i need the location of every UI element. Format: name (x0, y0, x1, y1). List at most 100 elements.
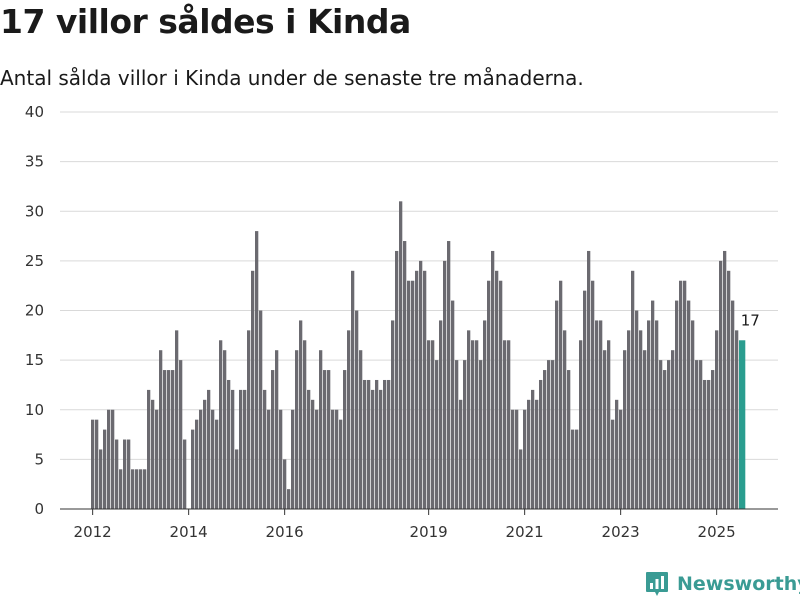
bar (239, 389, 243, 509)
bar (263, 389, 267, 509)
bar (291, 409, 295, 509)
bar (111, 409, 115, 509)
bar (495, 270, 499, 509)
x-tick-label: 2025 (698, 523, 736, 541)
bar (611, 419, 615, 509)
bar (463, 360, 467, 509)
bar (671, 350, 675, 509)
y-tick-label: 20 (25, 302, 44, 320)
bar (343, 370, 347, 509)
bar (355, 310, 359, 509)
x-tick-label: 2014 (170, 523, 208, 541)
x-tick-label: 2016 (266, 523, 304, 541)
bar (587, 250, 591, 509)
bar (115, 439, 119, 509)
bar (715, 330, 719, 509)
bar (731, 300, 735, 509)
bar (619, 409, 623, 509)
bar (691, 320, 695, 509)
bar (267, 409, 271, 509)
bar (455, 360, 459, 509)
brand-name: Newsworthy (677, 573, 800, 595)
bar (503, 340, 507, 509)
bar (443, 260, 447, 509)
bar (439, 320, 443, 509)
bar (735, 330, 739, 509)
bar (231, 389, 235, 509)
bar (371, 389, 375, 509)
chart-subtitle: Antal sålda villor i Kinda under de sena… (0, 66, 584, 90)
bar (459, 399, 463, 509)
bar (723, 250, 727, 509)
bar (375, 379, 379, 509)
bar (567, 370, 571, 509)
bar (307, 389, 311, 509)
bar (335, 409, 339, 509)
bar (179, 360, 183, 509)
bar (107, 409, 111, 509)
bar (219, 340, 223, 509)
y-tick-label: 40 (25, 103, 44, 121)
bar (487, 280, 491, 509)
bar (99, 449, 103, 509)
bar (319, 350, 323, 509)
bar (367, 379, 371, 509)
bar (471, 340, 475, 509)
bar (315, 409, 319, 509)
bar (347, 330, 351, 509)
bar (195, 419, 199, 509)
bar (627, 330, 631, 509)
x-tick-label: 2019 (410, 523, 448, 541)
bar (95, 419, 99, 509)
y-tick-label: 10 (25, 401, 44, 419)
bar (199, 409, 203, 509)
bar (403, 241, 407, 509)
bar (223, 350, 227, 509)
bar (235, 449, 239, 509)
newsworthy-logo[interactable]: Newsworthy (645, 569, 800, 599)
bar (399, 201, 403, 509)
bar (255, 231, 259, 509)
bar (519, 449, 523, 509)
bar (571, 429, 575, 509)
bar (395, 250, 399, 509)
bar (667, 360, 671, 509)
bar (295, 350, 299, 509)
bar (339, 419, 343, 509)
bar (555, 300, 559, 509)
bar (551, 360, 555, 509)
bar (535, 399, 539, 509)
bar (435, 360, 439, 509)
bar (423, 270, 427, 509)
newsworthy-chart-icon (645, 571, 669, 597)
bar (575, 429, 579, 509)
bar (139, 469, 143, 509)
bar (719, 260, 723, 509)
bar (363, 379, 367, 509)
x-tick-label: 2012 (74, 523, 112, 541)
bar (479, 360, 483, 509)
x-tick-label: 2021 (506, 523, 544, 541)
bar (207, 389, 211, 509)
bar (259, 310, 263, 509)
y-tick-label: 30 (25, 202, 44, 220)
bar (311, 399, 315, 509)
bar (603, 350, 607, 509)
bar (583, 290, 587, 509)
bar (387, 379, 391, 509)
bar (143, 469, 147, 509)
x-tick-label: 2023 (602, 523, 640, 541)
bar (419, 260, 423, 509)
bar (531, 389, 535, 509)
bar (171, 370, 175, 509)
bar (507, 340, 511, 509)
bar (351, 270, 355, 509)
bar (243, 389, 247, 509)
bar (651, 300, 655, 509)
bars (91, 201, 746, 509)
bar (183, 439, 187, 509)
bar (491, 250, 495, 509)
bar (451, 300, 455, 509)
